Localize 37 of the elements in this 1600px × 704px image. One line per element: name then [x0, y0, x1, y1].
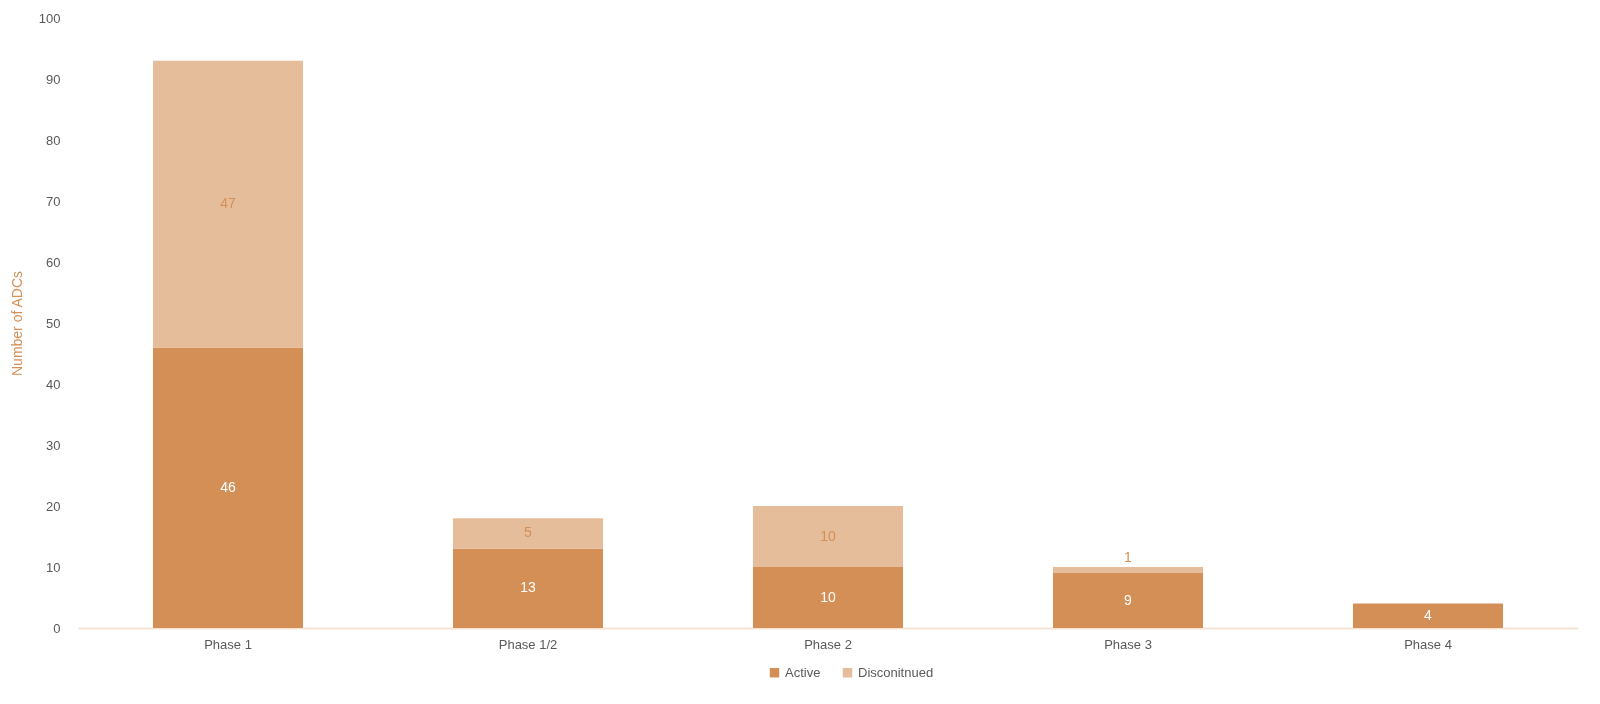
bar — [153, 347, 303, 628]
y-axis-title: Number of ADCs — [8, 270, 25, 377]
data-label: 9 — [1124, 591, 1133, 608]
data-label: 4 — [1424, 606, 1433, 623]
y-tick-label: 40 — [46, 376, 61, 392]
y-tick-label: 80 — [46, 132, 61, 148]
data-label: 10 — [820, 588, 836, 605]
bar — [153, 60, 303, 348]
data-label: 5 — [524, 524, 533, 541]
y-tick-label: 10 — [46, 559, 61, 575]
y-tick-label: 50 — [46, 315, 61, 331]
y-tick-label: 90 — [46, 71, 61, 87]
bar — [1353, 603, 1503, 628]
legend-label: Disconitnued — [858, 664, 934, 680]
x-tick-label: Phase 1 — [204, 636, 252, 652]
x-tick-label: Phase 2 — [804, 636, 852, 652]
data-label: 13 — [520, 579, 536, 596]
x-tick-label: Phase 4 — [1404, 636, 1452, 652]
data-label: 47 — [220, 195, 236, 212]
y-tick-label: 60 — [46, 254, 61, 270]
bar — [753, 506, 903, 567]
data-label: 1 — [1124, 548, 1133, 565]
bar — [1053, 567, 1203, 574]
data-label: 10 — [820, 527, 836, 544]
y-tick-label: 30 — [46, 437, 61, 453]
bar — [1053, 573, 1203, 628]
bar — [753, 567, 903, 628]
bar — [453, 548, 603, 628]
y-tick-label: 20 — [46, 498, 61, 514]
x-tick-label: Phase 1/2 — [498, 636, 558, 652]
y-tick-label: 0 — [53, 620, 61, 636]
y-tick-label: 100 — [38, 10, 61, 26]
data-label: 46 — [220, 478, 236, 495]
bar — [453, 518, 603, 549]
legend-label: Active — [785, 664, 821, 680]
y-tick-label: 70 — [46, 193, 61, 209]
x-tick-label: Phase 3 — [1104, 636, 1152, 652]
